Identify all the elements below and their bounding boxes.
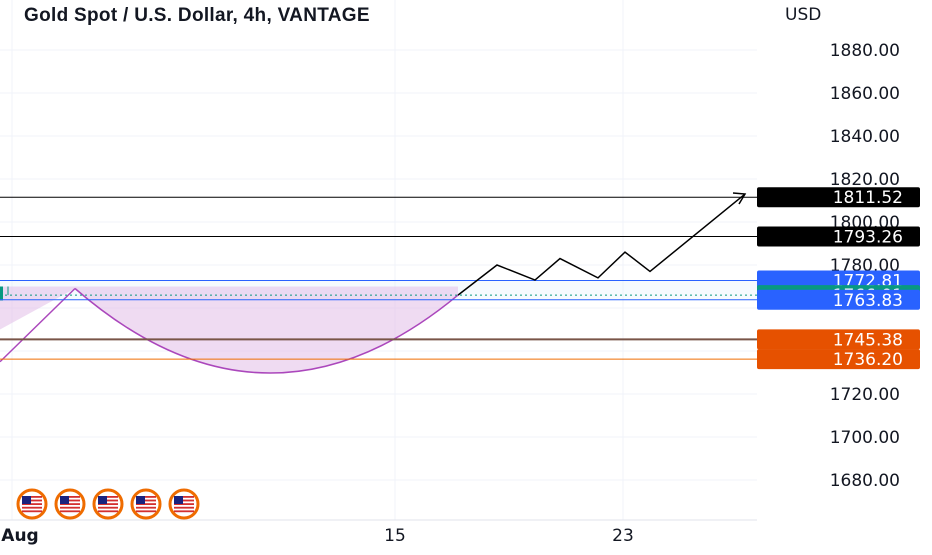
flag-stripe [98, 506, 118, 509]
price-tick-label: 1720.00 [830, 385, 900, 405]
arrow-head-icon [732, 192, 747, 205]
flag-canton [98, 496, 107, 504]
price-badge[interactable] [757, 187, 920, 208]
time-scale[interactable]: Aug 15 23 [0, 519, 757, 546]
price-badge-label: 1763.83 [833, 291, 903, 311]
us-flag-icon[interactable] [16, 488, 48, 520]
price-badge-label: 1811.52 [833, 188, 903, 208]
flag-stripe [98, 499, 118, 502]
flag-stripe [136, 496, 156, 498]
flag-stripe [136, 499, 156, 502]
us-flag-icon[interactable] [130, 488, 162, 520]
cup-left-rim[interactable] [0, 287, 76, 363]
event-icons[interactable] [16, 488, 200, 520]
flag-stripe [60, 499, 80, 502]
flag-stripe [22, 499, 42, 502]
flag-stripe [22, 503, 42, 505]
cup-pattern[interactable] [0, 286, 459, 374]
flag-stripe [136, 506, 156, 509]
flag-stripe [174, 499, 194, 502]
time-label: 23 [612, 526, 634, 546]
price-tick-label: 1680.00 [830, 471, 900, 491]
flag-stripe [60, 496, 80, 498]
flag-stripe [136, 503, 156, 505]
price-badge-label: 1745.38 [833, 330, 903, 350]
flag-stripe [22, 496, 42, 498]
flag-stripe [60, 510, 80, 513]
symbol-title[interactable]: Gold Spot / U.S. Dollar, 4h, VANTAGE [24, 5, 370, 26]
price-badge[interactable] [757, 329, 920, 350]
flag-stripe [174, 506, 194, 509]
flag-stripe [22, 510, 42, 513]
cup-curve[interactable] [74, 287, 459, 374]
cup-pattern-fill [0, 286, 458, 374]
flag-canton [136, 496, 145, 504]
flag-canton [22, 496, 31, 504]
flag-canton [174, 496, 183, 504]
price-badge[interactable] [757, 226, 920, 247]
us-flag-icon[interactable] [92, 488, 124, 520]
price-tick-label: 1860.00 [830, 84, 900, 104]
flag-stripe [60, 503, 80, 505]
projected-price-path[interactable] [457, 193, 746, 296]
horizontal-levels[interactable] [0, 196, 757, 360]
price-tick-label: 1840.00 [830, 127, 900, 147]
price-tick-label: 1880.00 [830, 41, 900, 61]
flag-stripe [136, 510, 156, 513]
price-badge-label: 1793.26 [833, 227, 903, 247]
flag-stripe [174, 496, 194, 498]
price-tick-label: 1820.00 [830, 170, 900, 190]
flag-stripe [174, 510, 194, 513]
price-badge-label: 1736.20 [833, 350, 903, 370]
flag-stripe [174, 503, 194, 505]
price-scale-currency: USD [785, 5, 821, 25]
us-flag-icon[interactable] [168, 488, 200, 520]
price-scale[interactable]: USD1880.001860.001840.001820.001800.0017… [757, 0, 932, 550]
flag-stripe [22, 506, 42, 509]
projection-path[interactable] [457, 192, 747, 296]
flag-stripe [98, 510, 118, 513]
time-label: Aug [1, 526, 38, 546]
flag-stripe [98, 496, 118, 498]
grid-lines [0, 0, 757, 520]
price-tick-label: 1700.00 [830, 428, 900, 448]
candle-body [0, 286, 3, 301]
flag-stripe [98, 503, 118, 505]
price-badge[interactable] [757, 289, 920, 310]
us-flag-icon[interactable] [54, 488, 86, 520]
price-badge[interactable] [757, 349, 920, 370]
time-label: 15 [384, 526, 406, 546]
flag-canton [60, 496, 69, 504]
flag-stripe [60, 506, 80, 509]
